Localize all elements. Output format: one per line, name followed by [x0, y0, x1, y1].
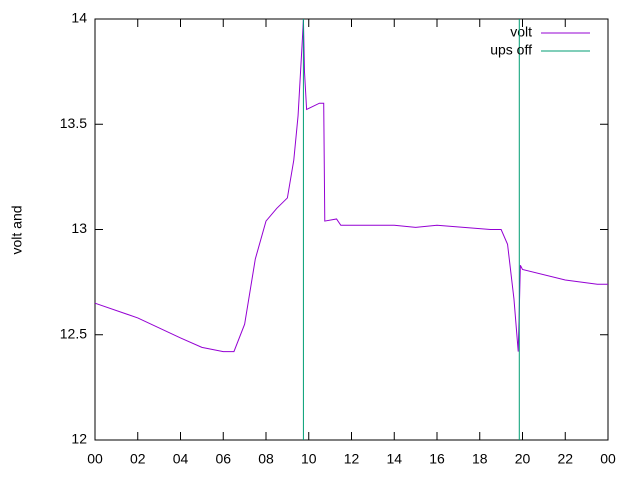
x-tick-label: 00 — [87, 451, 103, 467]
series-line — [302, 19, 520, 440]
y-tick-label: 13.5 — [60, 115, 87, 131]
x-tick-label: 02 — [130, 451, 146, 467]
x-tick-label: 12 — [344, 451, 360, 467]
plot-border — [94, 18, 609, 441]
x-tick-label: 20 — [515, 451, 531, 467]
x-tick-label: 04 — [173, 451, 189, 467]
y-axis-label: volt and — [9, 205, 25, 254]
y-tick-label: 12 — [71, 431, 87, 447]
x-tick-label: 18 — [472, 451, 488, 467]
x-tick-label: 06 — [215, 451, 231, 467]
x-tick-label: 00 — [600, 451, 616, 467]
y-tick-label: 13 — [71, 220, 87, 236]
x-tick-label: 14 — [386, 451, 402, 467]
legend-label: volt — [510, 24, 532, 40]
x-tick-label: 08 — [258, 451, 274, 467]
y-tick-label: 12.5 — [60, 325, 87, 341]
x-tick-label: 16 — [429, 451, 445, 467]
x-tick-label: 22 — [557, 451, 573, 467]
legend-label: ups off — [490, 42, 532, 58]
y-tick-label: 14 — [71, 10, 87, 26]
x-tick-label: 10 — [301, 451, 317, 467]
series-line — [94, 18, 608, 353]
